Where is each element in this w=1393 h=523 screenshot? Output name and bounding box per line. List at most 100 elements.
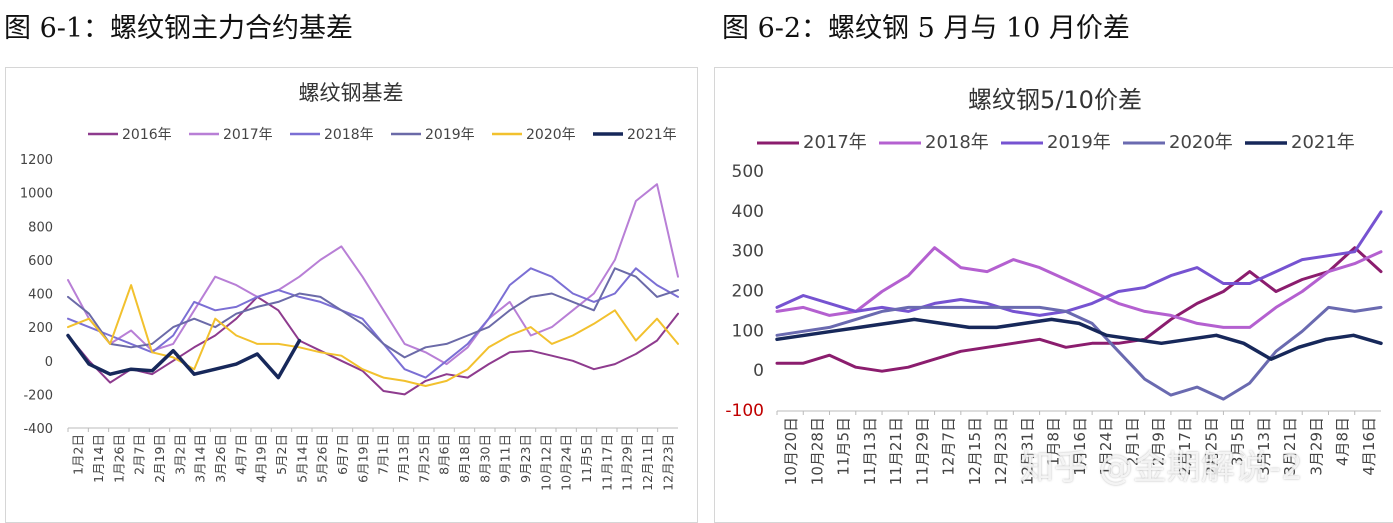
y-tick-label: 1000 xyxy=(20,187,53,202)
x-tick-label: 12月7日 xyxy=(940,417,958,476)
x-tick-label: 2月7日 xyxy=(132,434,147,475)
spread-chart-svg: 螺纹钢5/10价差 2017年 2018年 2019年 2020年 2021年 500 400… xyxy=(725,86,1383,485)
x-tick-label: 11月17日 xyxy=(599,434,614,491)
y-tick-label: 400 xyxy=(732,202,764,222)
y-tick-label: 0 xyxy=(753,361,764,381)
x-tick-label: 1月26日 xyxy=(111,434,126,483)
x-tick-label: 11月29日 xyxy=(913,417,931,485)
legend-label: 2021年 xyxy=(627,127,677,143)
x-tick-label: 11月5日 xyxy=(579,434,594,483)
y-tick-label: 100 xyxy=(732,321,764,341)
x-tick-label: 10月28日 xyxy=(808,417,826,485)
x-tick-label: 2月17日 xyxy=(1176,417,1194,476)
series-line-2017年 xyxy=(67,183,679,366)
legend-label: 2017年 xyxy=(803,132,867,153)
x-tick-label: 6月7日 xyxy=(335,434,350,475)
x-tick-label: 5月14日 xyxy=(294,434,309,483)
x-tick-label: 6月19日 xyxy=(355,434,370,483)
y-tick-label: 300 xyxy=(732,242,764,262)
x-tick-label: 4月7日 xyxy=(233,434,248,475)
legend-label: 2018年 xyxy=(324,127,374,143)
x-tick-label: 7月25日 xyxy=(416,434,431,483)
legend-label: 2019年 xyxy=(425,127,475,143)
chart-title: 螺纹钢基差 xyxy=(299,81,404,105)
x-tick-label: 2月1日 xyxy=(1123,417,1141,466)
x-tick-label: 3月14日 xyxy=(193,434,208,483)
x-tick-label: 3月21日 xyxy=(1281,417,1299,476)
legend-label: 2016年 xyxy=(122,127,172,143)
y-tick-label: 600 xyxy=(28,254,53,269)
chart-panel-spread: 螺纹钢5/10价差 2017年 2018年 2019年 2020年 2021年 500 400… xyxy=(714,67,1393,523)
legend-label: 2017年 xyxy=(223,127,273,143)
x-tick-label: 11月29日 xyxy=(620,434,635,491)
x-tick-label: 1月8日 xyxy=(1045,417,1063,466)
y-tick-label: 1200 xyxy=(20,153,53,168)
legend-label: 2020年 xyxy=(1169,132,1233,153)
x-tick-label: 3月13日 xyxy=(1255,417,1273,476)
x-tick-label: 2月9日 xyxy=(1150,417,1168,466)
x-tick-label: 5月26日 xyxy=(315,434,330,483)
series-line-2018年 xyxy=(775,246,1383,329)
y-tick-label: -100 xyxy=(725,401,764,421)
x-tick-label: 1月14日 xyxy=(91,434,106,483)
x-tick-label: 12月15日 xyxy=(966,417,984,485)
x-tick-label: 11月21日 xyxy=(887,417,905,485)
figure-title-spread: 图 6-2：螺纹钢 5 月与 10 月价差 xyxy=(722,13,1130,44)
x-tick-label: 2月19日 xyxy=(152,434,167,483)
x-tick-label: 1月2日 xyxy=(71,434,86,475)
watermark-text: 知乎 @金期解说-2 xyxy=(1020,448,1303,488)
x-tick-label: 1月16日 xyxy=(1071,417,1089,476)
y-tick-label: 500 xyxy=(732,162,764,182)
legend-label: 2021年 xyxy=(1291,132,1355,153)
x-tick-label: 8月30日 xyxy=(477,434,492,483)
y-tick-label: 400 xyxy=(28,288,53,303)
x-tick-label: 5月2日 xyxy=(274,434,289,475)
chart-title: 螺纹钢5/10价差 xyxy=(968,86,1142,114)
x-tick-label: 11月13日 xyxy=(861,417,879,485)
y-tick-label: -400 xyxy=(23,422,53,437)
legend-label: 2020年 xyxy=(526,127,576,143)
series-line-2019年 xyxy=(775,210,1383,317)
x-tick-label: 8月6日 xyxy=(437,434,452,475)
x-tick-label: 10月24日 xyxy=(559,434,574,491)
x-tick-label: 10月12日 xyxy=(538,434,553,491)
x-tick-label: 8月18日 xyxy=(457,434,472,483)
basis-chart-svg: 螺纹钢基差 2016年 2017年 2018年 2019年 2020年 2021年 1200 1… xyxy=(20,81,679,491)
y-tick-label: 800 xyxy=(28,220,53,235)
x-tick-label: 12月23日 xyxy=(660,434,675,491)
y-tick-label: -200 xyxy=(23,388,53,403)
x-tick-label: 11月5日 xyxy=(835,417,853,476)
x-tick-label: 9月11日 xyxy=(498,434,513,483)
x-tick-label: 3月2日 xyxy=(172,434,187,475)
x-tick-label: 3月26日 xyxy=(213,434,228,483)
series-line-2017年 xyxy=(775,246,1383,373)
x-tick-label: 10月20日 xyxy=(782,417,800,485)
x-tick-label: 12月31日 xyxy=(1018,417,1036,485)
x-tick-label: 2月25日 xyxy=(1202,417,1220,476)
x-tick-label: 12月23日 xyxy=(992,417,1010,485)
x-tick-label: 3月29日 xyxy=(1307,417,1325,476)
x-tick-label: 4月8日 xyxy=(1334,417,1352,466)
series-line-2020年 xyxy=(775,305,1383,401)
x-tick-label: 3月5日 xyxy=(1229,417,1247,466)
series-line-2021年 xyxy=(66,333,302,380)
y-tick-label: 200 xyxy=(28,321,53,336)
legend-label: 2018年 xyxy=(925,132,989,153)
y-tick-label: 200 xyxy=(732,282,764,302)
series-line-2019年 xyxy=(67,267,679,359)
x-tick-label: 9月23日 xyxy=(518,434,533,483)
x-tick-label: 4月19日 xyxy=(254,434,269,483)
series-line-2021年 xyxy=(775,317,1383,361)
x-tick-label: 4月16日 xyxy=(1360,417,1378,476)
chart-panel-basis: 螺纹钢基差 2016年 2017年 2018年 2019年 2020年 2021年 1200 1… xyxy=(5,67,698,523)
x-tick-label: 7月13日 xyxy=(396,434,411,483)
series-line-2016年 xyxy=(67,295,679,396)
figure-title-basis: 图 6-1：螺纹钢主力合约基差 xyxy=(4,13,354,44)
x-tick-label: 12月11日 xyxy=(640,434,655,491)
x-tick-label: 1月24日 xyxy=(1097,417,1115,476)
legend-label: 2019年 xyxy=(1047,132,1111,153)
series-line-2020年 xyxy=(67,284,679,387)
y-tick-label: 0 xyxy=(45,355,53,370)
x-tick-label: 7月1日 xyxy=(376,434,391,475)
series-line-2018年 xyxy=(67,267,679,379)
